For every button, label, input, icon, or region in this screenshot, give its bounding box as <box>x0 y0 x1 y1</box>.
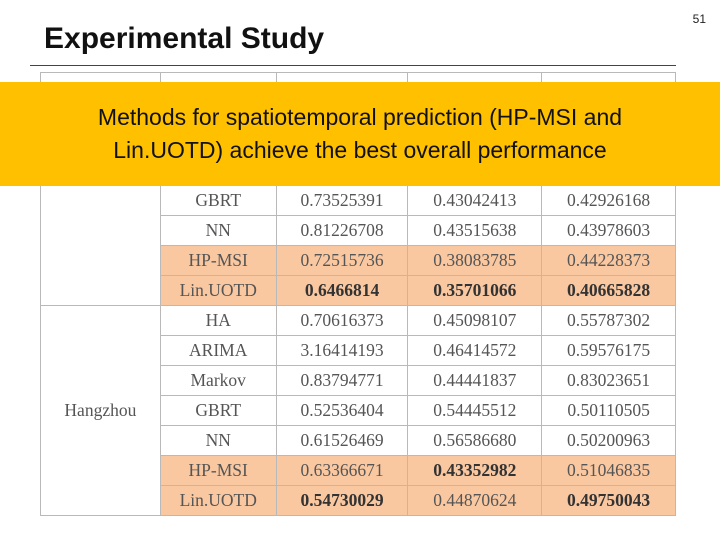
value-cell: 0.50110505 <box>541 395 676 426</box>
value-cell: 0.56586680 <box>407 425 543 456</box>
value-cell: 0.43978603 <box>541 215 676 246</box>
value-cell-best: 0.35701066 <box>407 275 543 306</box>
value-cell: 0.50200963 <box>541 425 676 456</box>
method-cell: ARIMA <box>159 335 277 366</box>
value-cell: 0.51046835 <box>541 455 676 486</box>
callout-line-1: Methods for spatiotemporal prediction (H… <box>97 104 623 130</box>
method-cell: GBRT <box>159 395 277 426</box>
value-cell: 0.44228373 <box>541 245 676 276</box>
value-cell: 0.83794771 <box>275 365 409 396</box>
value-cell-best: 0.43352982 <box>407 455 543 486</box>
value-cell: 0.43042413 <box>407 185 543 216</box>
page-number: 51 <box>692 12 706 26</box>
value-cell-best: 0.49750043 <box>541 485 676 516</box>
table-row: GBRT 0.52536404 0.54445512 0.50110505 <box>41 395 676 426</box>
value-cell-best: 0.6466814 <box>275 275 409 306</box>
method-cell: HA <box>159 305 277 336</box>
value-cell: 0.46414572 <box>407 335 543 366</box>
table-row: NN 0.81226708 0.43515638 0.43978603 <box>41 215 676 246</box>
city-cell-hidden <box>40 185 161 306</box>
table-row-highlighted: HP-MSI 0.63366671 0.43352982 0.51046835 <box>41 455 676 486</box>
table-row: ARIMA 3.16414193 0.46414572 0.59576175 <box>41 335 676 366</box>
table-row-highlighted: Lin.UOTD 0.54730029 0.44870624 0.4975004… <box>41 485 676 516</box>
table-row: Hangzhou HA 0.70616373 0.45098107 0.5578… <box>40 305 676 516</box>
callout-banner: Methods for spatiotemporal prediction (H… <box>0 82 720 186</box>
table-row-highlighted: HP-MSI 0.72515736 0.38083785 0.44228373 <box>41 245 676 276</box>
table-row: NN 0.61526469 0.56586680 0.50200963 <box>41 425 676 456</box>
method-cell: HP-MSI <box>159 245 277 276</box>
city-cell: Hangzhou <box>40 305 161 516</box>
value-cell: 0.72515736 <box>275 245 409 276</box>
method-cell: Lin.UOTD <box>159 485 277 516</box>
value-cell: 0.43515638 <box>407 215 543 246</box>
method-cell: HP-MSI <box>159 455 277 486</box>
value-cell: 0.81226708 <box>275 215 409 246</box>
value-cell: 0.55787302 <box>541 305 676 336</box>
callout-line-2: Lin.UOTD) achieve the best overall perfo… <box>113 137 607 163</box>
value-cell: 0.83023651 <box>541 365 676 396</box>
value-cell-best: 0.54730029 <box>275 485 409 516</box>
value-cell-best: 0.40665828 <box>541 275 676 306</box>
title-rule <box>30 65 676 66</box>
value-cell: 3.16414193 <box>275 335 409 366</box>
method-cell: GBRT <box>159 185 277 216</box>
slide-title: Experimental Study <box>44 22 325 55</box>
value-cell: 0.42926168 <box>541 185 676 216</box>
value-cell: 0.38083785 <box>407 245 543 276</box>
value-cell: 0.70616373 <box>275 305 409 336</box>
value-cell: 0.44870624 <box>407 485 543 516</box>
value-cell: 0.63366671 <box>275 455 409 486</box>
method-cell: Lin.UOTD <box>159 275 277 306</box>
table-row: Markov 0.83794771 0.44441837 0.83023651 <box>41 365 676 396</box>
value-cell: 0.45098107 <box>407 305 543 336</box>
method-cell: Markov <box>159 365 277 396</box>
value-cell: 0.73525391 <box>275 185 409 216</box>
method-cell: NN <box>159 215 277 246</box>
value-cell: 0.52536404 <box>275 395 409 426</box>
value-cell: 0.59576175 <box>541 335 676 366</box>
value-cell: 0.61526469 <box>275 425 409 456</box>
value-cell: 0.44441837 <box>407 365 543 396</box>
method-cell: NN <box>159 425 277 456</box>
table-row: GBRT 0.73525391 0.43042413 0.42926168 <box>40 185 676 306</box>
value-cell: 0.54445512 <box>407 395 543 426</box>
